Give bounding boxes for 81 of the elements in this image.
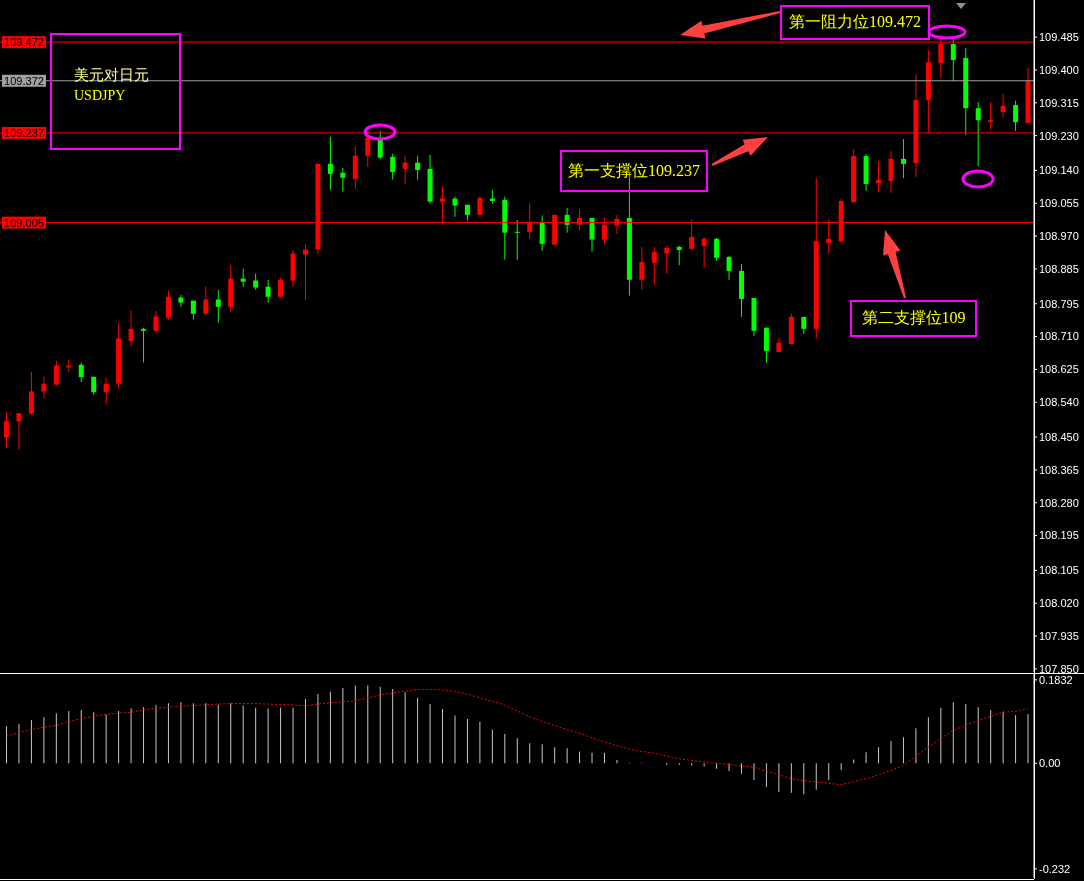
y-tick-label: 108.540 xyxy=(1039,396,1079,409)
candlestick xyxy=(988,101,994,131)
candlestick xyxy=(302,243,308,301)
candlestick xyxy=(664,245,670,275)
annotation: 第一支撑位109.237 xyxy=(560,150,708,192)
candlestick xyxy=(726,255,732,281)
y-tick-label: 109.400 xyxy=(1039,63,1079,76)
y-tick-label: 108.970 xyxy=(1039,230,1079,243)
candlestick xyxy=(215,289,221,324)
candlestick xyxy=(1000,93,1006,118)
y-tick-label: 107.850 xyxy=(1039,662,1079,675)
y-tick-label: 108.885 xyxy=(1039,262,1079,275)
y-tick-label: 0.1832 xyxy=(1039,673,1073,686)
candlestick xyxy=(514,219,520,261)
text: 美元对日元 xyxy=(74,66,149,85)
y-tick-label: 109.140 xyxy=(1039,164,1079,177)
candlestick xyxy=(128,310,134,348)
candlestick xyxy=(714,237,720,262)
y-tick-label: 108.195 xyxy=(1039,529,1079,542)
candlestick xyxy=(651,246,657,286)
y-tick-label: 108.795 xyxy=(1039,297,1079,310)
y-tick-label: 107.935 xyxy=(1039,629,1079,642)
candlestick xyxy=(153,310,159,334)
candlestick xyxy=(564,207,570,234)
candlestick xyxy=(701,236,707,269)
candlestick xyxy=(4,411,9,448)
candlestick xyxy=(589,217,595,253)
candlestick xyxy=(639,246,645,291)
y-tick-label: 108.365 xyxy=(1039,463,1079,476)
ref-line-label: 109.372 xyxy=(4,74,44,87)
y-tick-label: 108.450 xyxy=(1039,430,1079,443)
candlestick xyxy=(78,361,84,383)
candlestick xyxy=(265,279,271,304)
y-tick-label: 109.055 xyxy=(1039,197,1079,210)
candlestick xyxy=(975,101,981,167)
annotation: 第一阻力位109.472 xyxy=(780,5,930,40)
y-tick-label: 108.105 xyxy=(1039,564,1079,577)
candlestick xyxy=(103,377,109,406)
line-series xyxy=(5,688,1029,786)
ref-line-label: 109.005 xyxy=(4,216,44,229)
y-tick-label: 108.625 xyxy=(1039,363,1079,376)
candlestick xyxy=(950,39,956,82)
candlestick xyxy=(377,130,383,160)
text: USDJPY xyxy=(74,88,126,104)
candlestick xyxy=(452,196,458,218)
candlestick xyxy=(1013,100,1019,132)
y-tick-label: 109.485 xyxy=(1039,31,1079,43)
candlestick xyxy=(178,294,184,308)
candlestick xyxy=(278,277,284,299)
candlestick xyxy=(415,155,421,181)
candlestick xyxy=(28,371,34,416)
candlestick xyxy=(203,286,209,317)
candlestick xyxy=(327,136,333,191)
candlestick xyxy=(477,196,483,218)
ref-line-label: 109.472 xyxy=(4,36,44,49)
y-tick-label: 109.230 xyxy=(1039,129,1079,142)
candlestick xyxy=(141,327,147,363)
y-tick-label: 109.315 xyxy=(1039,96,1079,109)
ref-line-label: 109.237 xyxy=(4,126,44,139)
y-tick-label: 108.280 xyxy=(1039,496,1079,509)
candlestick xyxy=(340,167,346,193)
candlestick xyxy=(16,412,22,450)
candlestick xyxy=(900,138,906,179)
candlestick xyxy=(763,327,769,364)
y-tick-label: -0.232 xyxy=(1039,862,1071,875)
candlestick xyxy=(402,155,408,185)
candlestick xyxy=(365,135,371,168)
candlestick xyxy=(888,150,894,194)
candlestick xyxy=(539,215,545,252)
candlestick xyxy=(390,153,396,181)
candlestick xyxy=(352,145,358,190)
y-tick-label: 0.00 xyxy=(1039,757,1061,770)
candlestick xyxy=(53,360,59,387)
candlestick xyxy=(876,160,882,193)
candlestick xyxy=(165,290,171,321)
candlestick xyxy=(41,376,47,399)
y-tick-label: 108.020 xyxy=(1039,597,1079,610)
candlestick xyxy=(676,245,682,266)
candlestick xyxy=(240,268,246,288)
annotation: 第二支撑位109 xyxy=(850,300,977,337)
y-tick-label: 108.710 xyxy=(1039,330,1079,343)
